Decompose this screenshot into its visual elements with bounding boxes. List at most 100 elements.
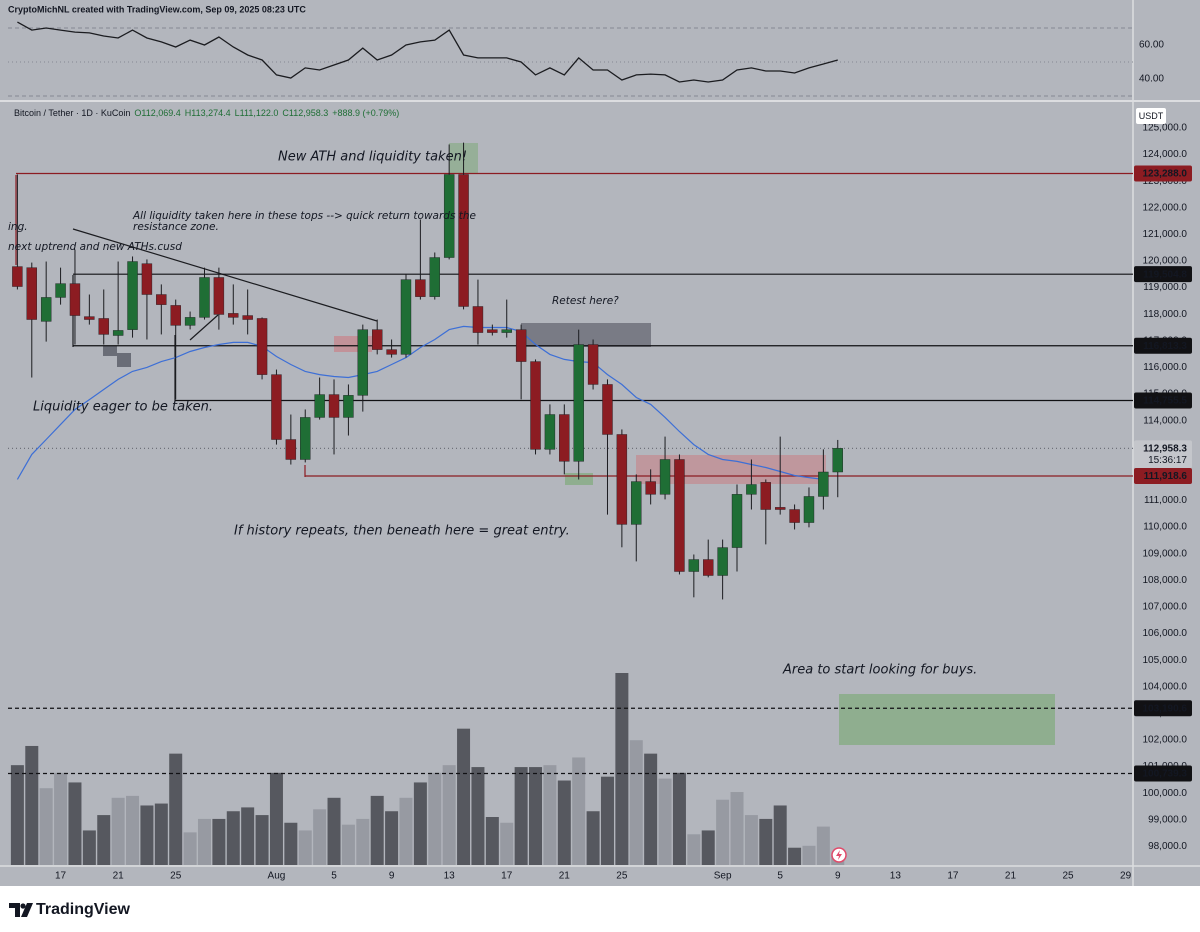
main-pane: New ATH and liquidity taken! All liquidit… xyxy=(8,142,1133,865)
volume-bar xyxy=(298,830,312,865)
rsi-tick-label: 60.00 xyxy=(1139,40,1164,51)
candle-body xyxy=(69,283,81,316)
time-axis: 17 21 25 Aug 5 9 13 17 21 25 Sep 5 9 13 17 21 25 29 xyxy=(55,871,1132,882)
zone xyxy=(839,694,1055,745)
currency-box xyxy=(1136,108,1166,124)
candle-body xyxy=(112,330,124,336)
volume-bar xyxy=(10,765,24,865)
volume-bar xyxy=(471,767,485,865)
volume-bar xyxy=(672,772,686,865)
lightning-icon xyxy=(831,847,847,863)
moving-average xyxy=(16,325,824,480)
volume-bar xyxy=(658,778,672,865)
y-tick-label: 119,000.0 xyxy=(1143,282,1187,293)
candle-body xyxy=(645,481,656,495)
volume-bar xyxy=(788,847,802,865)
x-tick-label: 25 xyxy=(170,871,182,882)
x-tick-label: 9 xyxy=(389,871,395,882)
volume-bar xyxy=(68,782,82,865)
logo xyxy=(9,903,33,917)
symbol: Bitcoin / Tether · 1D · KuCoin xyxy=(14,108,130,118)
candle-body xyxy=(731,494,743,548)
candle-body xyxy=(818,471,829,497)
footer-brand: TradingView xyxy=(36,901,131,918)
volume-bar xyxy=(687,834,701,865)
trendline xyxy=(189,314,219,341)
candle-body xyxy=(530,361,541,450)
candle-body xyxy=(789,509,800,523)
volume-bar xyxy=(385,811,399,865)
candle-body xyxy=(156,294,167,305)
x-tick-label: 17 xyxy=(947,871,959,882)
zone xyxy=(521,323,651,347)
candle-body xyxy=(228,313,239,318)
candles xyxy=(12,142,843,600)
ma-line xyxy=(16,325,824,480)
y-tick-label: 106,000.0 xyxy=(1143,628,1188,639)
level-label-box xyxy=(1134,392,1192,409)
volume-bar xyxy=(169,753,183,865)
annotation: Retest here? xyxy=(552,295,619,307)
level-label: 123,288.0 xyxy=(1143,169,1188,180)
legend-value: C112,958.3 xyxy=(282,108,328,118)
candle-body xyxy=(372,329,383,350)
volume-bar xyxy=(744,815,758,865)
legend-value: L111,122.0 xyxy=(235,108,279,118)
candle-body xyxy=(746,484,757,495)
background xyxy=(0,0,1200,886)
volume xyxy=(10,673,845,865)
candle-body xyxy=(170,305,181,326)
candle-body xyxy=(631,481,642,525)
y-tick-label: 116,000.0 xyxy=(1143,362,1187,373)
legend-value: H113,274.4 xyxy=(185,108,231,118)
volume-bar xyxy=(615,673,629,865)
volume-bar xyxy=(773,805,787,865)
candle-body xyxy=(487,329,498,333)
trendline xyxy=(72,228,378,322)
volume-bar xyxy=(716,799,730,865)
symbol-legend: Bitcoin / Tether · 1D · KuCoin O112,069.4… xyxy=(14,108,399,118)
level-label-box xyxy=(1134,337,1192,354)
y-tick-label: 107,000.0 xyxy=(1143,602,1188,613)
volume-bar xyxy=(629,740,643,865)
candle-body xyxy=(659,459,671,495)
y-tick-label: 121,000.0 xyxy=(1143,229,1188,240)
candle-body xyxy=(559,414,570,462)
x-tick-label: Sep xyxy=(714,871,732,882)
candle-body xyxy=(343,395,354,418)
volume-bar xyxy=(500,822,514,865)
x-tick-label: 17 xyxy=(501,871,513,882)
currency: USDT xyxy=(1139,111,1164,121)
candle-body xyxy=(40,297,52,322)
y-tick-label: 120,000.0 xyxy=(1143,256,1188,267)
volume-bar xyxy=(572,757,586,865)
candle-body xyxy=(415,279,426,297)
y-tick-label: 109,000.0 xyxy=(1143,548,1188,559)
level-label: 116,813.3 xyxy=(1143,341,1187,352)
y-tick-label: 102,000.0 xyxy=(1143,735,1188,746)
y-tick-label: 124,000.0 xyxy=(1143,149,1188,160)
footer-bar xyxy=(0,886,1200,932)
x-tick-label: 29 xyxy=(1120,871,1132,882)
candle-body xyxy=(199,277,210,318)
level-label-box xyxy=(1134,165,1192,182)
annotation: ing. xyxy=(8,221,28,233)
candle-body xyxy=(602,384,613,435)
candle-body xyxy=(26,267,37,320)
candle-body xyxy=(271,374,282,440)
x-tick-label: Aug xyxy=(268,871,286,882)
level-label-box xyxy=(1134,765,1192,782)
candle-body xyxy=(184,317,196,326)
candle-body xyxy=(256,318,268,375)
candle-body xyxy=(458,174,469,307)
volume-bar xyxy=(284,822,298,865)
candle-body xyxy=(703,559,714,576)
x-tick-label: 17 xyxy=(55,871,67,882)
candle-body xyxy=(242,315,253,320)
y-tick-label: 100,000.0 xyxy=(1143,788,1188,799)
annotations: New ATH and liquidity taken! All liquidit… xyxy=(8,150,977,678)
volume-bar xyxy=(25,745,39,865)
volume-bar xyxy=(759,818,773,865)
candle-body xyxy=(127,261,138,330)
y-tick-label: 118,000.0 xyxy=(1143,309,1187,320)
